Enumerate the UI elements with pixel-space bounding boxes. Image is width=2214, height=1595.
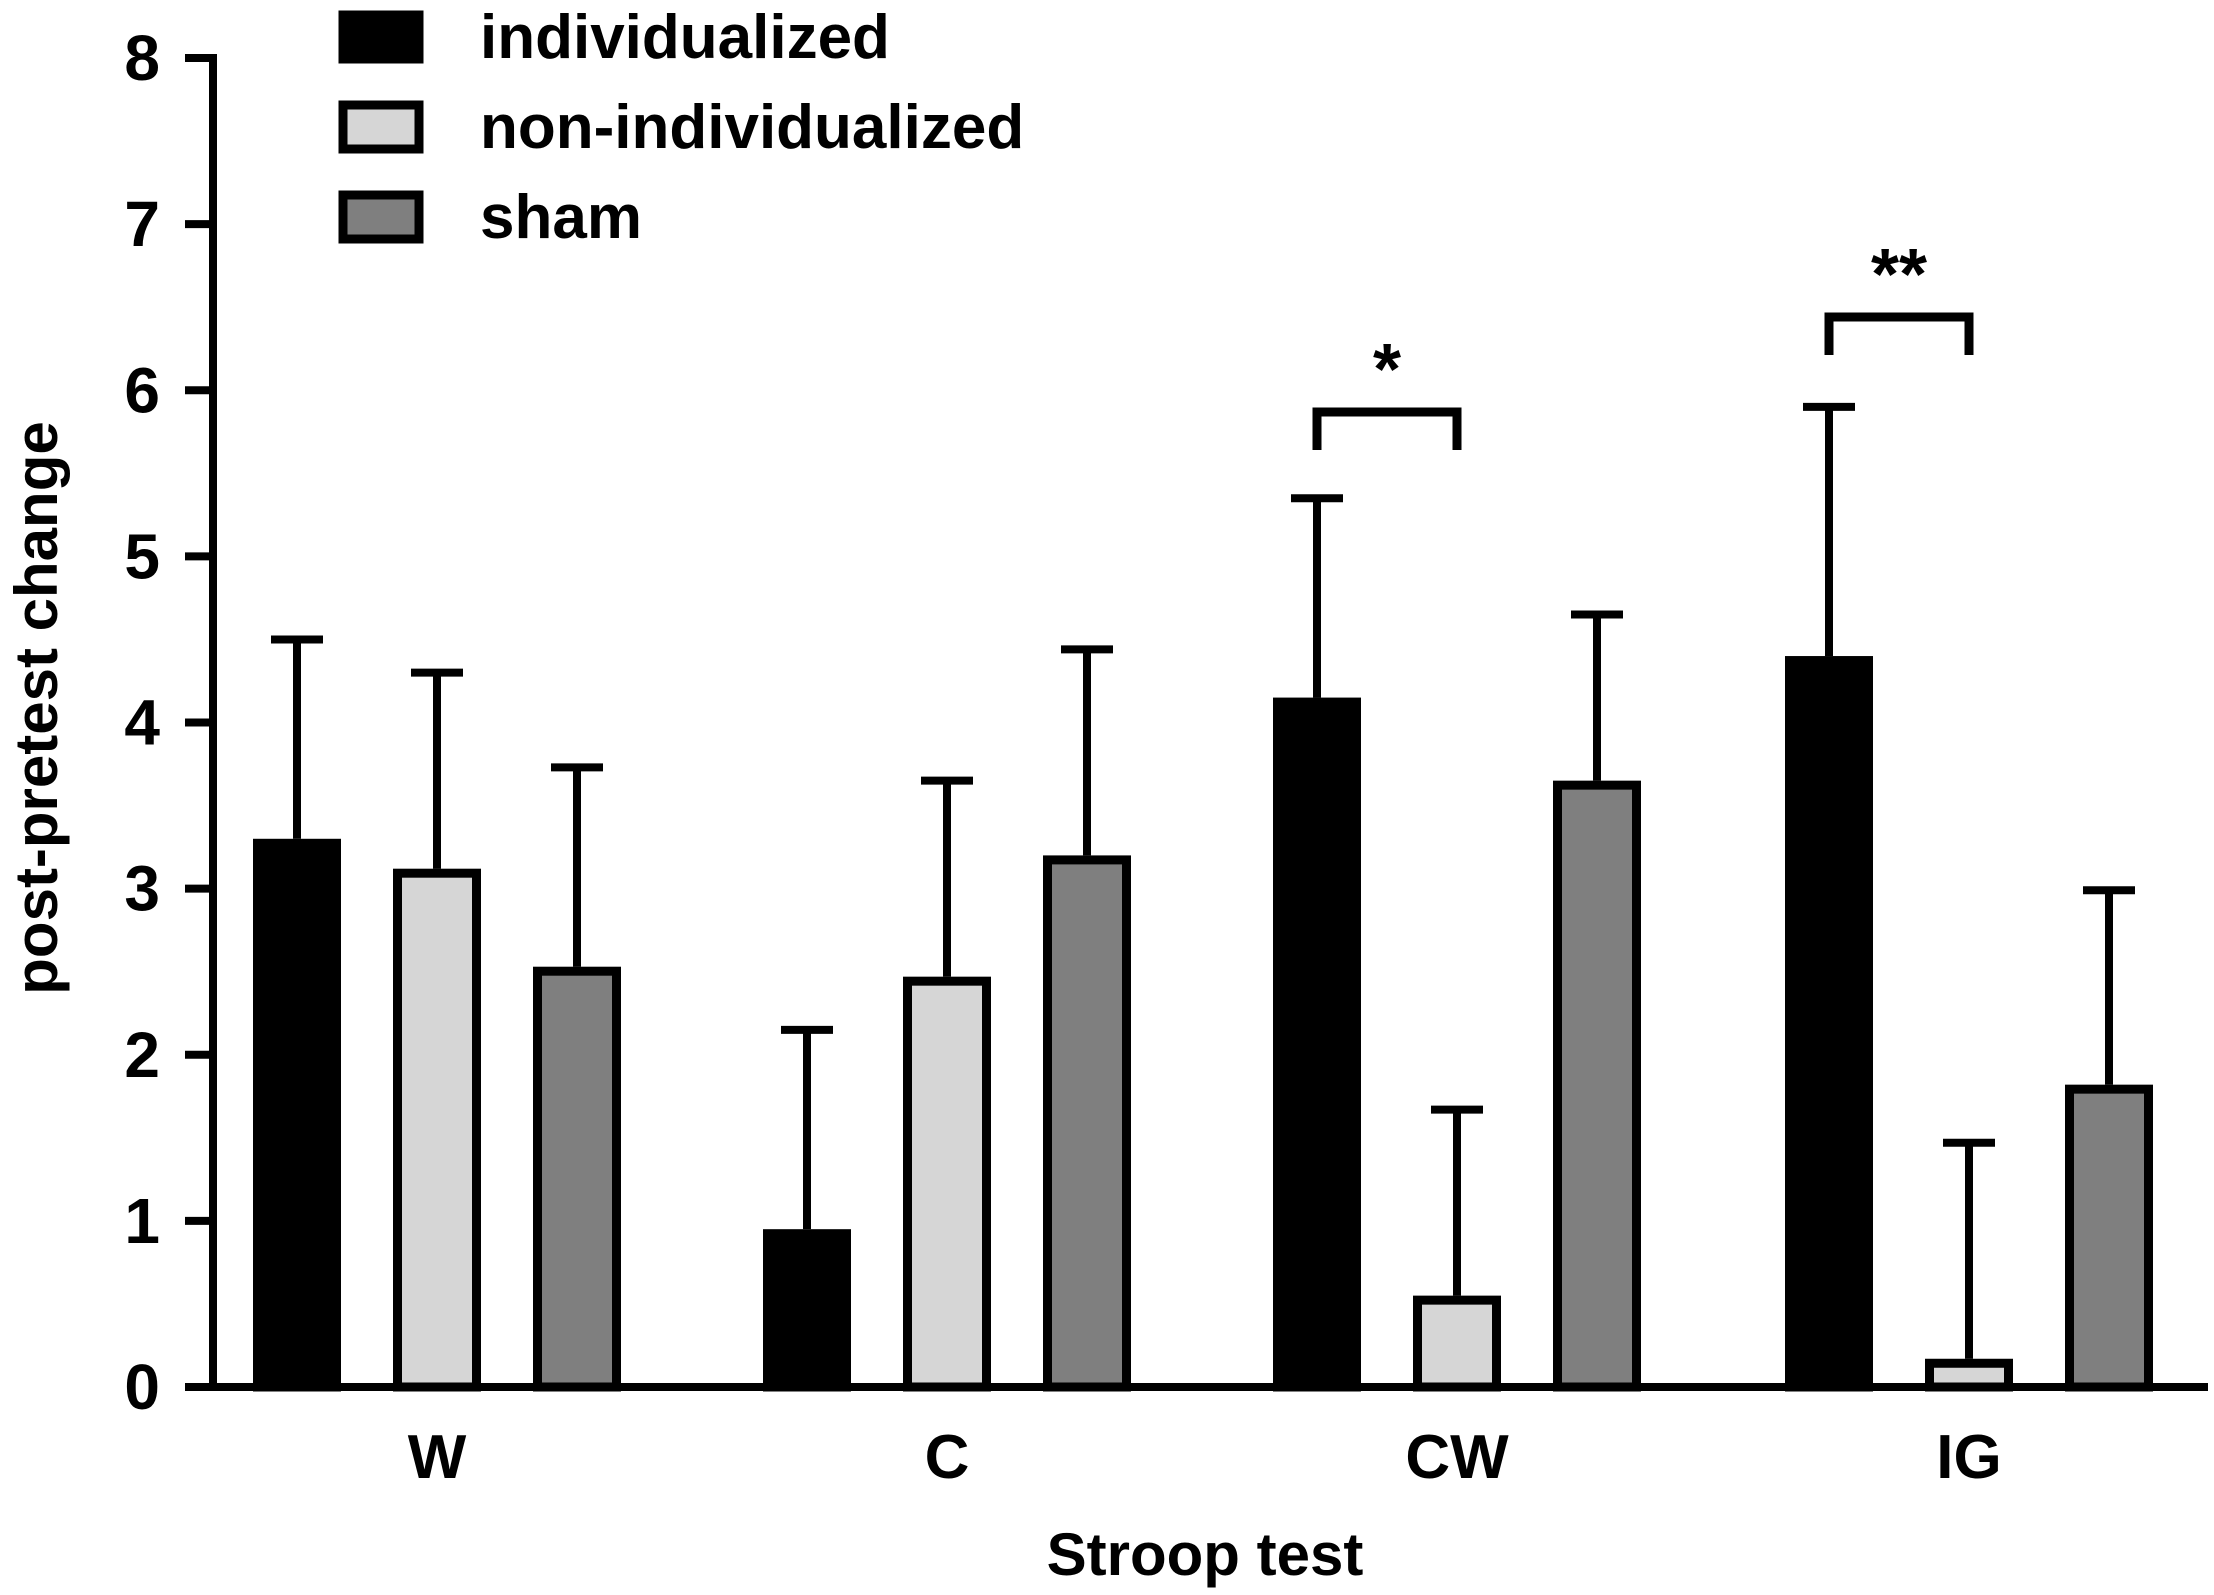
x-category-label: IG (1936, 1423, 2001, 1492)
bar-individualized-CW (1273, 697, 1361, 1392)
y-tick-label: 3 (124, 853, 160, 925)
legend-swatch-sham (338, 190, 424, 244)
bar-non-individualized-CW (1413, 1295, 1501, 1392)
significance-label: ** (1871, 235, 1927, 315)
bar-individualized-C (763, 1229, 851, 1392)
bar-sham-W (533, 966, 621, 1392)
significance-label: * (1373, 330, 1401, 410)
bar-non-individualized-W (393, 868, 481, 1392)
bars (253, 402, 2153, 1392)
significance-bracket (1824, 312, 1974, 355)
bar-sham-C (1043, 855, 1131, 1392)
significance-markers: *** (1312, 235, 1974, 450)
legend: individualized non-individualized sham (338, 3, 1024, 252)
x-category-label: W (408, 1423, 467, 1492)
legend-label: sham (480, 183, 642, 252)
y-tick-label: 2 (124, 1019, 160, 1091)
bar-sham-CW (1553, 780, 1641, 1392)
legend-swatch-individualized (338, 10, 424, 64)
x-category-label: C (925, 1423, 970, 1492)
y-tick-label: 7 (124, 188, 160, 260)
significance-bracket (1312, 407, 1462, 450)
y-tick-label: 6 (124, 354, 160, 426)
x-category-label: CW (1405, 1423, 1509, 1492)
x-axis-title: Stroop test (1047, 1521, 1364, 1588)
legend-label: non-individualized (480, 93, 1024, 162)
bar-individualized-W (253, 838, 341, 1392)
y-tick-label: 1 (124, 1185, 160, 1257)
y-tick-label: 8 (124, 22, 160, 94)
legend-swatch-non-individualized (338, 100, 424, 154)
bar-non-individualized-C (903, 976, 991, 1392)
y-tick-label: 0 (124, 1351, 160, 1423)
legend-label: individualized (480, 3, 890, 72)
bar-sham-IG (2065, 1084, 2153, 1392)
y-axis: 0 1 2 3 4 5 6 7 8 (124, 22, 217, 1423)
bar-individualized-IG (1785, 656, 1873, 1392)
y-axis-title: post-pretest change (3, 421, 70, 994)
y-tick-label: 4 (124, 687, 160, 759)
x-axis: W C CW IG (209, 1383, 2208, 1492)
y-tick-label: 5 (124, 520, 160, 592)
